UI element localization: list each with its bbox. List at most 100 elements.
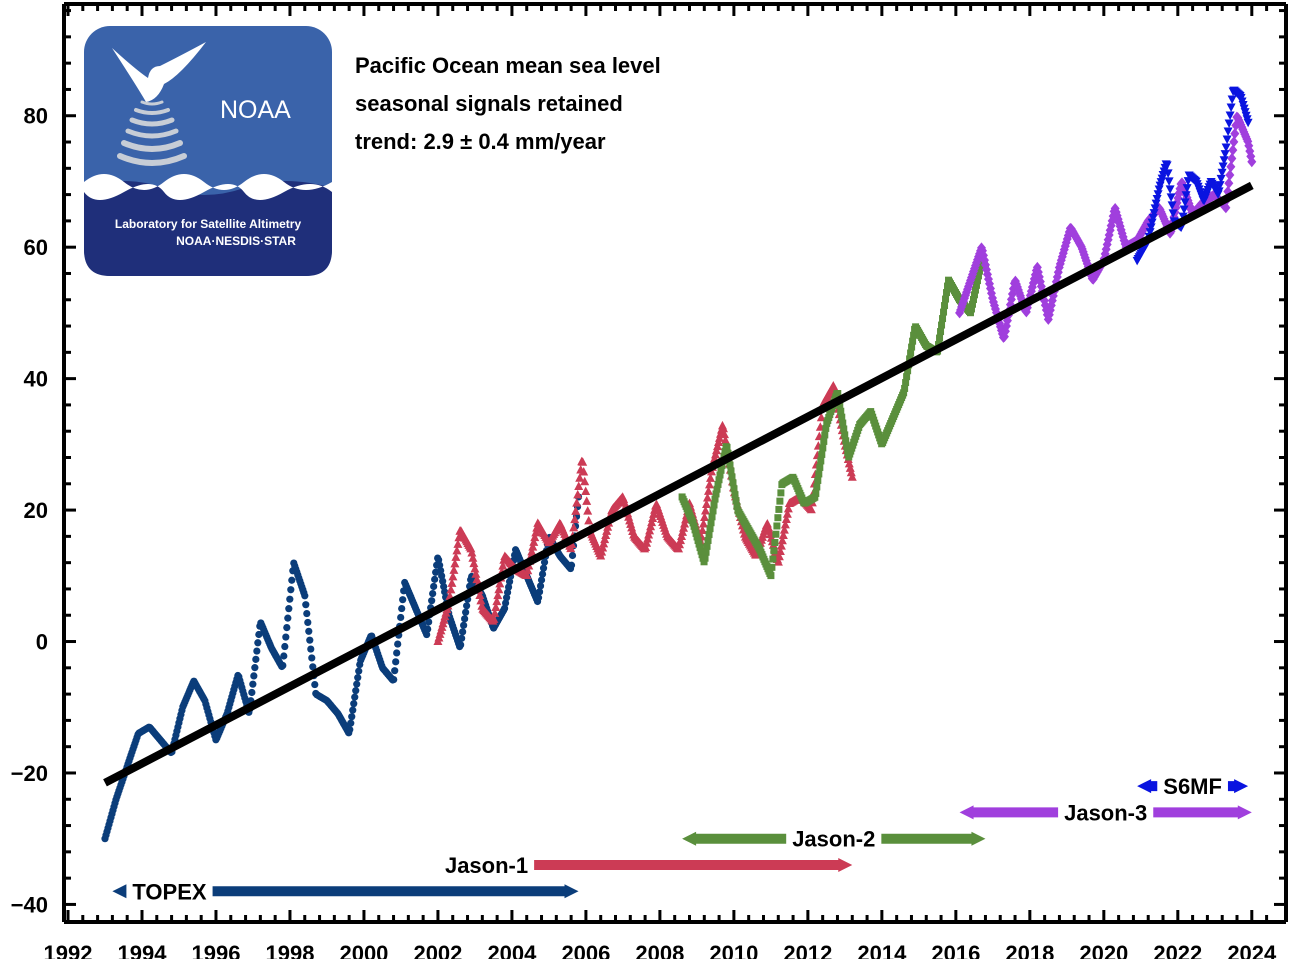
logo-name: NOAA: [220, 96, 291, 124]
data-point: [775, 506, 782, 513]
data-point: [817, 457, 824, 464]
data-point: [463, 602, 470, 609]
series-jason-2: [679, 258, 989, 579]
data-point: [767, 572, 774, 579]
data-point: [249, 681, 256, 688]
data-point: [1227, 153, 1236, 164]
data-point: [428, 597, 435, 604]
mission-arrow: [881, 832, 985, 846]
mission-bars: TOPEXJason-1Jason-2Jason-3S6MF: [112, 774, 1251, 904]
data-point: [306, 637, 313, 644]
data-point: [815, 470, 822, 477]
data-point: [814, 477, 821, 484]
series-topex: [101, 493, 582, 842]
data-point: [283, 624, 290, 631]
data-point: [942, 296, 949, 303]
mission-arrow: [1228, 779, 1248, 793]
data-point: [285, 605, 292, 612]
data-point: [461, 615, 468, 622]
data-point: [1229, 136, 1238, 147]
data-point: [581, 487, 590, 496]
mission-arrow: [1153, 805, 1252, 819]
data-point: [305, 628, 312, 635]
data-point: [772, 531, 779, 538]
data-point: [943, 289, 950, 296]
x-tick-label: 2014: [857, 941, 907, 959]
x-tick-label: 2016: [931, 941, 980, 959]
data-point: [459, 628, 466, 635]
data-point: [777, 489, 784, 496]
data-point: [253, 647, 260, 654]
data-point: [390, 676, 397, 683]
x-tick-label: 1998: [265, 941, 314, 959]
data-point: [1224, 178, 1233, 189]
data-point: [351, 694, 358, 701]
data-point: [254, 639, 261, 646]
x-tick-label: 2020: [1079, 941, 1128, 959]
mission-bar-s6mf: S6MF: [1137, 774, 1248, 799]
data-point: [1165, 177, 1174, 186]
x-tick-label: 2018: [1005, 941, 1054, 959]
data-point: [251, 664, 258, 671]
data-point: [303, 610, 310, 617]
mission-arrow: [112, 884, 126, 898]
logo-subtitle-line2: NOAA·NESDIS·STAR: [176, 234, 296, 248]
data-point: [582, 496, 591, 505]
data-point: [813, 483, 820, 490]
noaa-logo: NOAA Laboratory for Satellite Altimetry …: [84, 26, 332, 276]
data-point: [282, 633, 289, 640]
data-point: [812, 490, 819, 497]
data-point: [248, 689, 255, 696]
x-tick-label: 2022: [1153, 941, 1202, 959]
data-point: [429, 590, 436, 597]
mission-bar-jason-3: Jason-3: [960, 800, 1252, 825]
info-line-1: Pacific Ocean mean sea level: [355, 53, 661, 78]
data-point: [302, 601, 309, 608]
series-jason-3: [955, 112, 1256, 343]
data-point: [816, 464, 823, 471]
data-point: [769, 556, 776, 563]
data-point: [304, 619, 311, 626]
data-point: [354, 674, 361, 681]
data-point: [1230, 128, 1239, 139]
y-tick-label: 40: [24, 367, 48, 392]
data-point: [280, 652, 287, 659]
x-axis-tick-labels: 1992 1994 1996 1998 2000 2002 2004 2006 2008 2010…: [44, 941, 1278, 959]
data-point: [287, 586, 294, 593]
mission-arrow: [682, 832, 786, 846]
data-point: [773, 522, 780, 529]
mission-label: S6MF: [1163, 774, 1222, 799]
x-tick-label: 1994: [118, 941, 168, 959]
data-point: [770, 547, 777, 554]
logo-subtitle-line1: Laboratory for Satellite Altimetry: [115, 217, 302, 231]
data-point: [462, 609, 469, 616]
mission-arrow: [960, 805, 1059, 819]
data-point: [1226, 161, 1235, 172]
data-point: [936, 335, 943, 342]
data-point: [819, 444, 826, 451]
mission-label: Jason-3: [1064, 800, 1147, 825]
data-point: [391, 667, 398, 674]
data-point: [821, 431, 828, 438]
data-point: [398, 605, 405, 612]
data-point: [937, 328, 944, 335]
mission-bar-jason-1: Jason-1: [445, 853, 852, 878]
data-point: [583, 506, 592, 514]
mission-bar-jason-2: Jason-2: [682, 827, 985, 852]
data-point: [1225, 120, 1234, 128]
data-point: [1227, 104, 1236, 113]
y-tick-label: 0: [36, 630, 48, 655]
data-point: [252, 656, 259, 663]
data-point: [311, 681, 318, 688]
y-axis-tick-labels: −40−20020406080: [11, 104, 48, 918]
mission-arrow: [1137, 779, 1157, 793]
data-point: [307, 645, 314, 652]
data-point: [573, 490, 582, 499]
data-point: [347, 720, 354, 727]
x-tick-label: 2006: [561, 941, 610, 959]
data-point: [301, 592, 308, 599]
data-point: [279, 662, 286, 669]
data-point: [348, 713, 355, 720]
info-line-2: seasonal signals retained: [355, 91, 623, 116]
